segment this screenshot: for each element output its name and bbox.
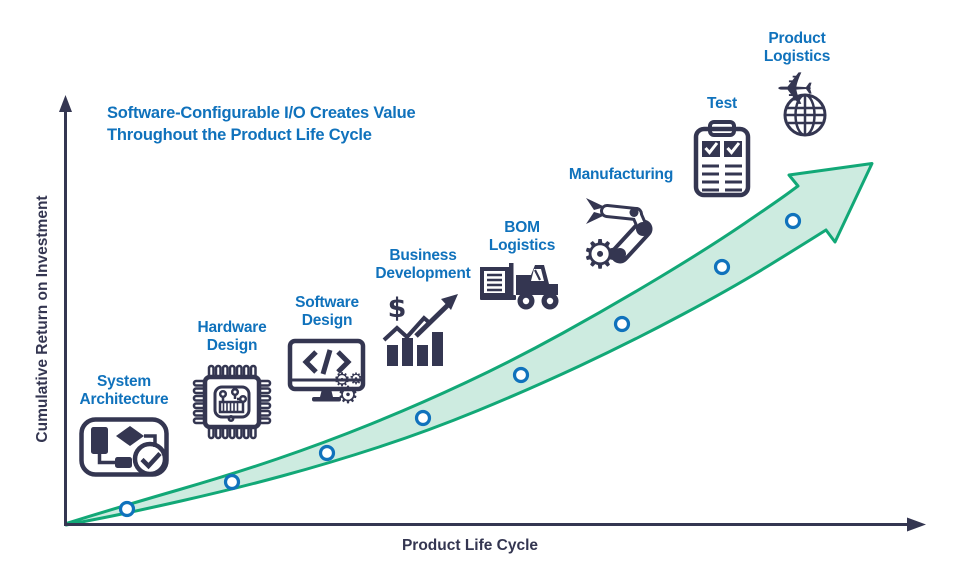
y-axis-arrowhead-icon	[59, 95, 72, 112]
gear-icon: ⚙	[333, 369, 350, 391]
dollar-icon: $	[388, 293, 407, 324]
curve-marker	[414, 409, 432, 427]
stage-product-logistics: Product Logistics ✈	[722, 30, 872, 137]
stage-label: Test	[707, 95, 737, 112]
roi-band-arrow	[64, 162, 874, 527]
stage-label: Manufacturing	[568, 166, 674, 183]
stage-label: BOM Logistics	[488, 219, 556, 254]
gear-icon: ⚙	[337, 381, 359, 409]
stage-hardware-design: Hardware Design	[157, 319, 307, 442]
curve-marker	[318, 444, 336, 462]
diagram-title-line2: Throughout the Product Life Cycle	[107, 126, 372, 145]
airplane-globe-icon: ✈	[722, 62, 872, 137]
stage-software-design: Software Design ⚙ ⚙ ⚙	[252, 294, 402, 411]
stage-system-architecture: System Architecture	[49, 373, 199, 478]
curve-marker	[613, 315, 631, 333]
stage-label: Hardware Design	[197, 319, 267, 354]
stage-bom-logistics: BOM Logistics	[447, 219, 597, 310]
checklist-clipboard-icon	[647, 120, 797, 198]
x-axis-label: Product Life Cycle	[401, 537, 539, 554]
flowchart-check-icon	[49, 416, 199, 478]
curve-marker	[118, 500, 136, 518]
diagram-title: Software-Configurable I/O Creates Value …	[107, 102, 416, 146]
curve-marker	[784, 212, 802, 230]
stage-business-development: Business Development $	[348, 247, 498, 366]
curve-marker	[512, 366, 530, 384]
robot-arm-gear-icon: ⚙	[546, 191, 696, 278]
curve-marker	[713, 258, 731, 276]
stage-label: Software Design	[295, 294, 359, 329]
curve-marker	[223, 473, 241, 491]
gear-icon: ⚙	[349, 369, 363, 388]
x-axis-arrowhead-icon	[907, 517, 926, 532]
stage-test: Test	[647, 95, 797, 198]
curve-markers	[118, 212, 802, 518]
forklift-icon	[447, 262, 597, 310]
microchip-icon	[157, 362, 307, 442]
stage-manufacturing: Manufacturing ⚙	[546, 166, 696, 278]
airplane-icon: ✈	[776, 62, 815, 116]
growth-chart-dollar-icon: $	[348, 290, 498, 366]
stage-label: System Architecture	[79, 373, 169, 408]
stage-label: Product Logistics	[763, 30, 831, 65]
code-monitor-gears-icon: ⚙ ⚙ ⚙	[252, 337, 402, 411]
diagram-title-line1: Software-Configurable I/O Creates Value	[107, 104, 416, 122]
stage-label: Business Development	[375, 247, 471, 282]
